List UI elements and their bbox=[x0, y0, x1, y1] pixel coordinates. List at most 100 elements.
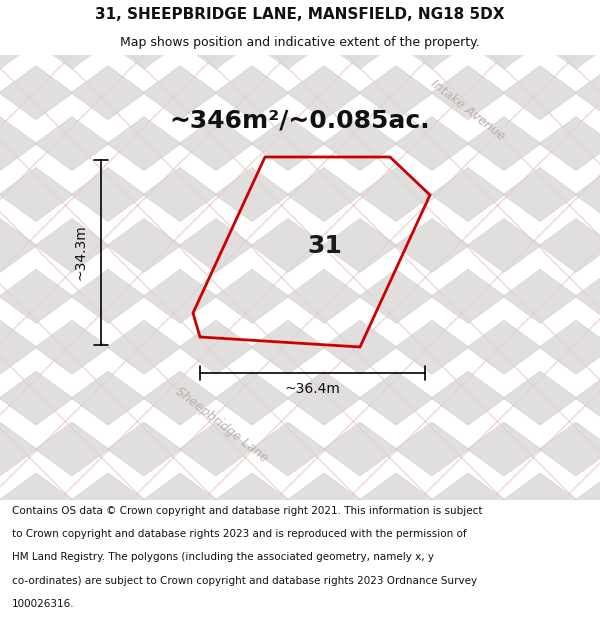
Polygon shape bbox=[359, 371, 433, 425]
Polygon shape bbox=[467, 15, 541, 69]
Polygon shape bbox=[287, 0, 361, 18]
Polygon shape bbox=[539, 524, 600, 578]
Text: ~34.3m: ~34.3m bbox=[74, 224, 88, 281]
Polygon shape bbox=[0, 0, 73, 18]
Polygon shape bbox=[143, 575, 217, 625]
Polygon shape bbox=[251, 15, 325, 69]
Polygon shape bbox=[431, 473, 505, 527]
Polygon shape bbox=[395, 422, 469, 476]
Polygon shape bbox=[431, 575, 505, 625]
Polygon shape bbox=[539, 422, 600, 476]
Polygon shape bbox=[395, 15, 469, 69]
Polygon shape bbox=[323, 320, 397, 374]
Polygon shape bbox=[0, 524, 37, 578]
Polygon shape bbox=[539, 320, 600, 374]
Polygon shape bbox=[395, 117, 469, 171]
Polygon shape bbox=[0, 575, 73, 625]
Polygon shape bbox=[359, 168, 433, 222]
Polygon shape bbox=[107, 320, 181, 374]
Polygon shape bbox=[107, 524, 181, 578]
Polygon shape bbox=[575, 575, 600, 625]
Polygon shape bbox=[431, 0, 505, 18]
Text: Map shows position and indicative extent of the property.: Map shows position and indicative extent… bbox=[120, 36, 480, 49]
Polygon shape bbox=[251, 219, 325, 272]
Polygon shape bbox=[71, 269, 145, 323]
Polygon shape bbox=[215, 371, 289, 425]
Polygon shape bbox=[359, 269, 433, 323]
Polygon shape bbox=[0, 269, 1, 323]
Text: Sheepbridge Lane: Sheepbridge Lane bbox=[173, 385, 271, 465]
Polygon shape bbox=[0, 320, 37, 374]
Polygon shape bbox=[395, 219, 469, 272]
Polygon shape bbox=[215, 0, 289, 18]
Polygon shape bbox=[35, 422, 109, 476]
Polygon shape bbox=[107, 422, 181, 476]
Polygon shape bbox=[0, 15, 37, 69]
Text: Contains OS data © Crown copyright and database right 2021. This information is : Contains OS data © Crown copyright and d… bbox=[12, 506, 482, 516]
Polygon shape bbox=[287, 168, 361, 222]
Polygon shape bbox=[323, 524, 397, 578]
Polygon shape bbox=[215, 269, 289, 323]
Polygon shape bbox=[0, 66, 1, 120]
Polygon shape bbox=[287, 269, 361, 323]
Text: co-ordinates) are subject to Crown copyright and database rights 2023 Ordnance S: co-ordinates) are subject to Crown copyr… bbox=[12, 576, 477, 586]
Polygon shape bbox=[0, 269, 73, 323]
Polygon shape bbox=[431, 168, 505, 222]
Polygon shape bbox=[0, 473, 1, 527]
Polygon shape bbox=[71, 473, 145, 527]
Polygon shape bbox=[503, 473, 577, 527]
Polygon shape bbox=[71, 575, 145, 625]
Polygon shape bbox=[35, 320, 109, 374]
Polygon shape bbox=[575, 473, 600, 527]
Polygon shape bbox=[359, 66, 433, 120]
Polygon shape bbox=[575, 0, 600, 18]
Polygon shape bbox=[143, 473, 217, 527]
Polygon shape bbox=[503, 371, 577, 425]
Polygon shape bbox=[467, 524, 541, 578]
Polygon shape bbox=[251, 117, 325, 171]
Polygon shape bbox=[287, 575, 361, 625]
Polygon shape bbox=[179, 219, 253, 272]
Polygon shape bbox=[395, 524, 469, 578]
Polygon shape bbox=[575, 371, 600, 425]
Polygon shape bbox=[467, 320, 541, 374]
Polygon shape bbox=[143, 371, 217, 425]
Polygon shape bbox=[71, 168, 145, 222]
Polygon shape bbox=[0, 219, 37, 272]
Polygon shape bbox=[503, 575, 577, 625]
Polygon shape bbox=[467, 422, 541, 476]
Polygon shape bbox=[251, 524, 325, 578]
Polygon shape bbox=[0, 0, 1, 18]
Polygon shape bbox=[395, 320, 469, 374]
Polygon shape bbox=[143, 0, 217, 18]
Text: to Crown copyright and database rights 2023 and is reproduced with the permissio: to Crown copyright and database rights 2… bbox=[12, 529, 467, 539]
Polygon shape bbox=[179, 320, 253, 374]
Text: 31: 31 bbox=[307, 234, 342, 258]
Polygon shape bbox=[431, 371, 505, 425]
Polygon shape bbox=[215, 575, 289, 625]
Polygon shape bbox=[575, 269, 600, 323]
Text: HM Land Registry. The polygons (including the associated geometry, namely x, y: HM Land Registry. The polygons (includin… bbox=[12, 552, 434, 562]
Polygon shape bbox=[71, 371, 145, 425]
Polygon shape bbox=[287, 66, 361, 120]
Polygon shape bbox=[539, 219, 600, 272]
Polygon shape bbox=[251, 422, 325, 476]
Polygon shape bbox=[35, 219, 109, 272]
Polygon shape bbox=[323, 15, 397, 69]
Polygon shape bbox=[539, 117, 600, 171]
Polygon shape bbox=[503, 66, 577, 120]
Polygon shape bbox=[71, 66, 145, 120]
Polygon shape bbox=[503, 0, 577, 18]
Polygon shape bbox=[467, 219, 541, 272]
Polygon shape bbox=[0, 371, 1, 425]
Polygon shape bbox=[359, 0, 433, 18]
Polygon shape bbox=[179, 117, 253, 171]
Polygon shape bbox=[0, 168, 73, 222]
Polygon shape bbox=[359, 473, 433, 527]
Polygon shape bbox=[107, 219, 181, 272]
Polygon shape bbox=[179, 422, 253, 476]
Polygon shape bbox=[0, 168, 1, 222]
Polygon shape bbox=[287, 473, 361, 527]
Polygon shape bbox=[215, 66, 289, 120]
Text: ~36.4m: ~36.4m bbox=[284, 382, 340, 396]
